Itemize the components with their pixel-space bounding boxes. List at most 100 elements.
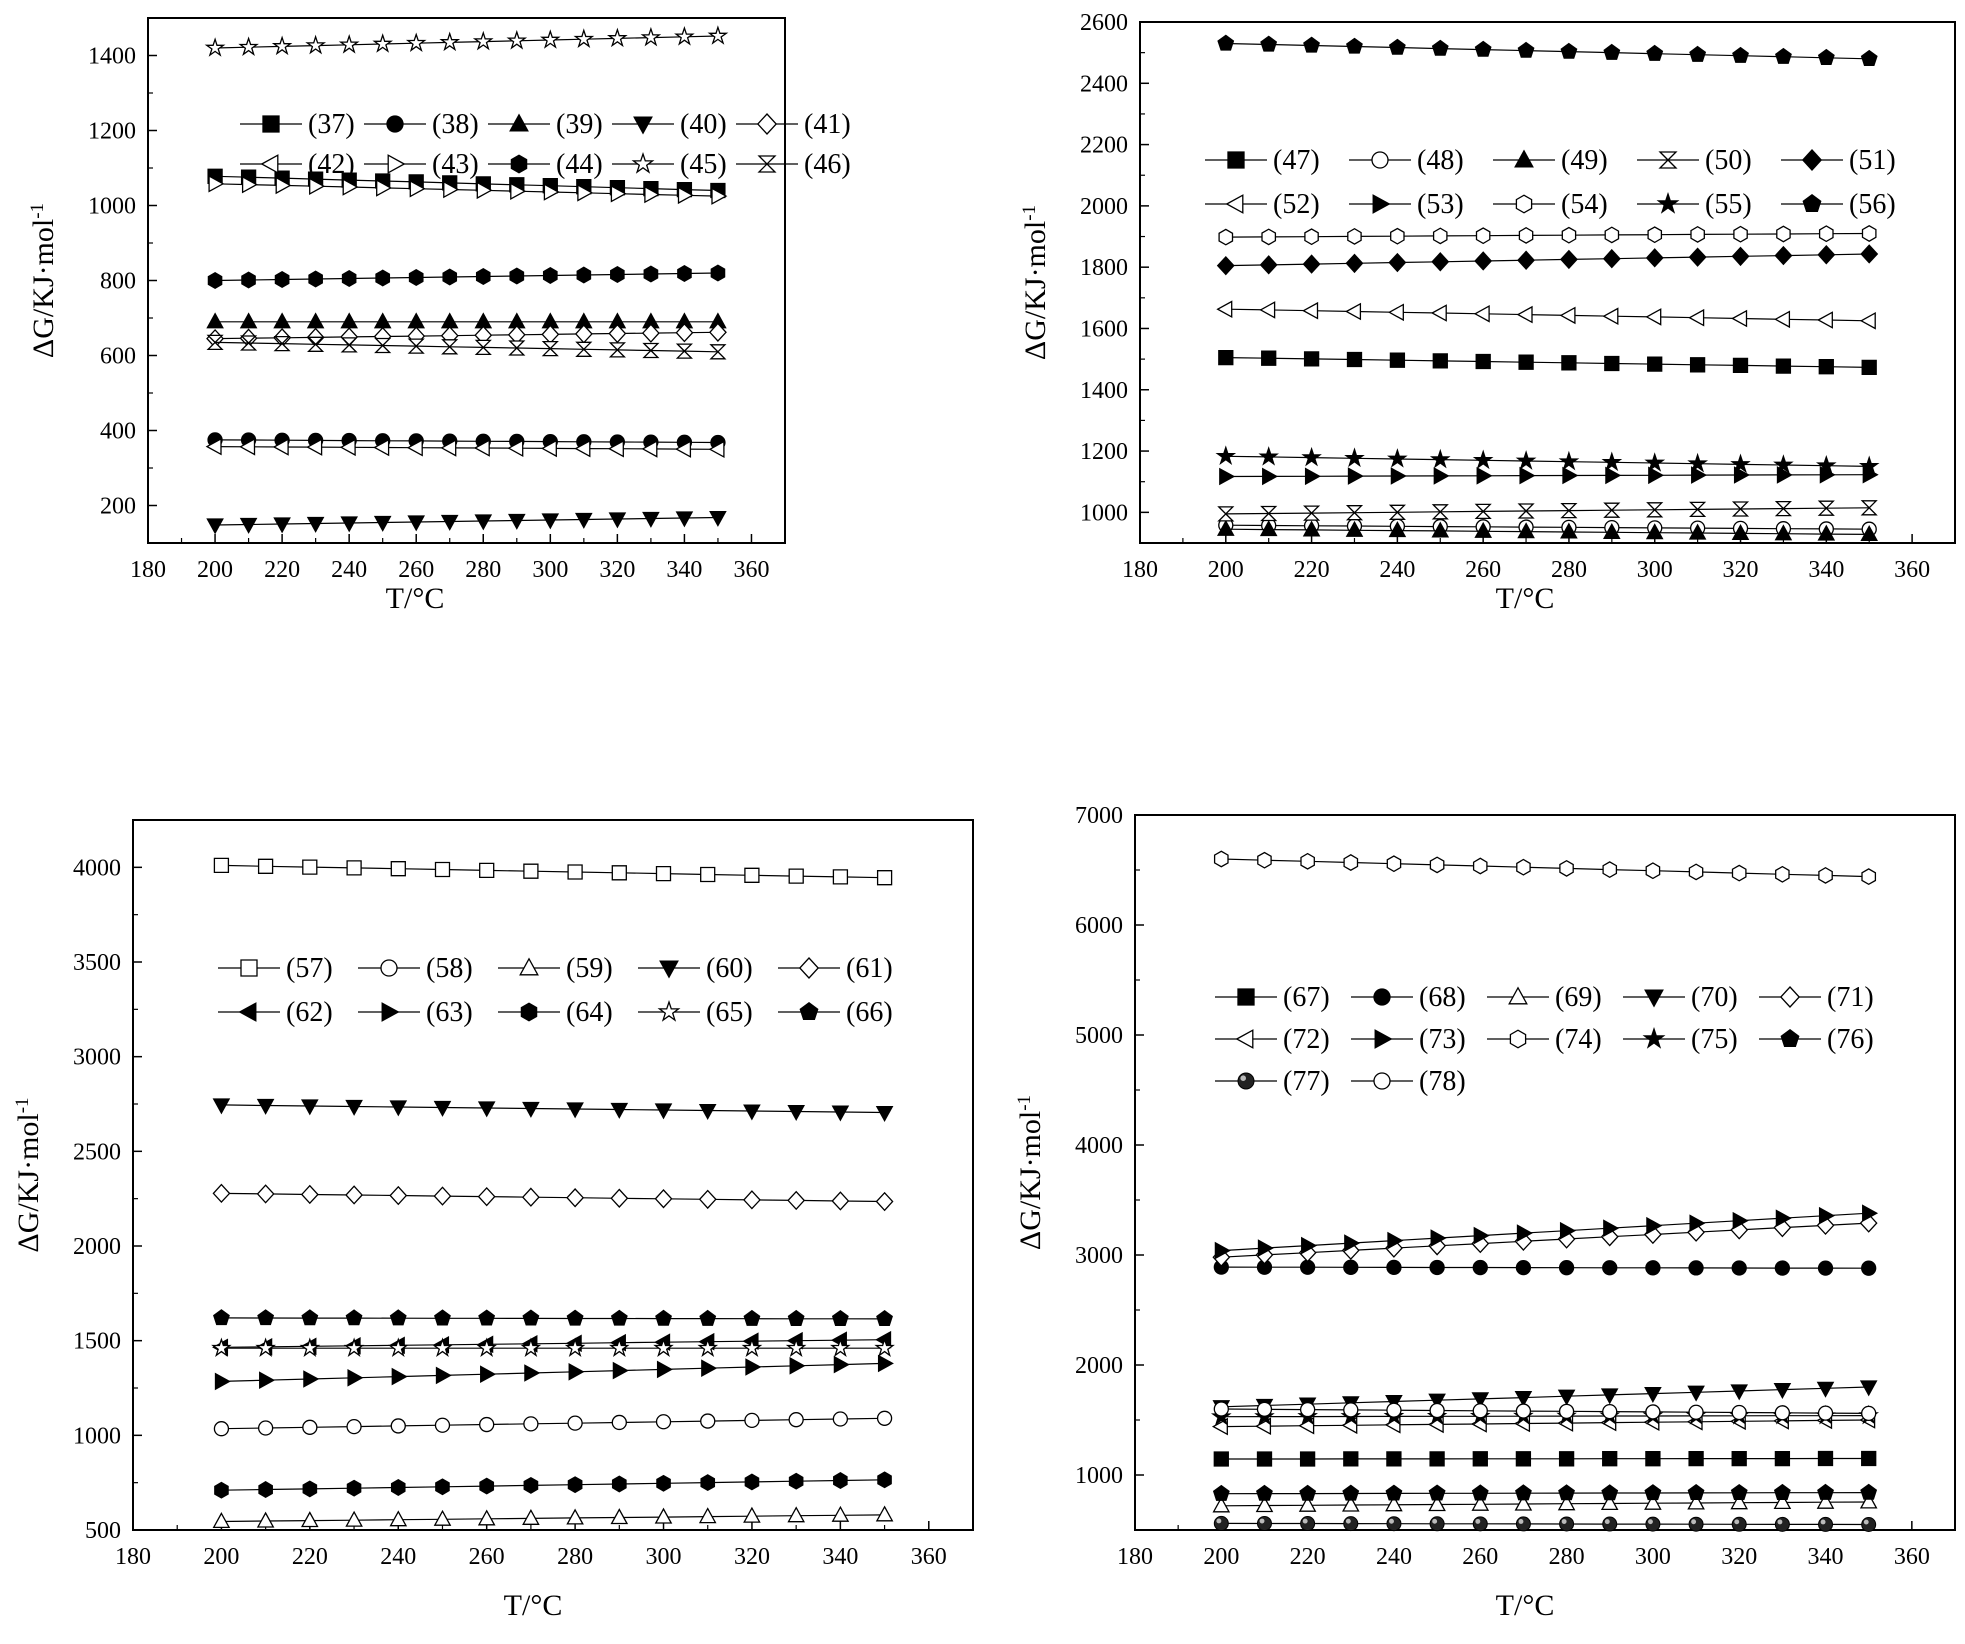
data-point xyxy=(1471,1392,1490,1409)
y-tick-label: 2000 xyxy=(1075,1353,1123,1379)
data-point xyxy=(390,1479,406,1496)
data-point xyxy=(1817,245,1836,265)
data-point xyxy=(574,439,591,458)
data-point xyxy=(675,511,694,528)
series-60 xyxy=(212,1098,894,1122)
data-point xyxy=(1774,245,1793,266)
series-line xyxy=(221,1417,885,1430)
y-tick-label: 2600 xyxy=(1080,10,1128,36)
data-point xyxy=(641,323,660,343)
data-point xyxy=(214,1481,229,1499)
data-point xyxy=(1299,1259,1316,1275)
data-point xyxy=(1815,454,1837,475)
data-point xyxy=(440,439,457,457)
data-point xyxy=(610,266,625,283)
legend-label: (57) xyxy=(286,953,333,984)
data-point xyxy=(211,1337,232,1357)
data-point xyxy=(1345,302,1362,321)
data-point xyxy=(440,514,459,531)
data-point xyxy=(1775,47,1792,64)
plot-frame xyxy=(132,819,974,1531)
series-line xyxy=(1221,1522,1869,1526)
legend-label: (41) xyxy=(804,109,851,140)
data-point xyxy=(1386,855,1402,873)
data-point xyxy=(256,1184,275,1204)
series-line xyxy=(215,175,718,192)
data-point xyxy=(700,866,716,883)
series-line xyxy=(1225,232,1870,238)
data-point xyxy=(1432,227,1448,245)
data-point xyxy=(1303,351,1320,367)
data-point xyxy=(1216,255,1235,276)
data-point xyxy=(743,1506,761,1523)
x-tick-label: 260 xyxy=(1465,557,1501,583)
y-tick-label: 3000 xyxy=(73,1045,121,1071)
data-point xyxy=(524,1364,541,1382)
data-point xyxy=(788,1472,804,1490)
legend-marker xyxy=(387,154,406,174)
data-point xyxy=(301,1309,319,1326)
data-point xyxy=(1515,1259,1532,1276)
data-point xyxy=(478,1309,496,1326)
data-point xyxy=(1644,452,1666,472)
y-tick-label: 600 xyxy=(100,344,136,370)
legend-label: (70) xyxy=(1691,982,1738,1013)
data-point xyxy=(434,1309,451,1326)
series-line xyxy=(215,446,718,450)
data-point xyxy=(275,176,292,195)
data-point xyxy=(477,1186,496,1207)
data-point xyxy=(877,1471,892,1489)
y-tick-label: 1000 xyxy=(1075,1463,1123,1489)
legend-marker xyxy=(1237,1072,1255,1090)
data-point xyxy=(1558,1403,1575,1419)
x-tick-label: 240 xyxy=(1379,557,1415,583)
data-point xyxy=(1518,354,1534,370)
series-68 xyxy=(1213,1259,1877,1276)
data-point xyxy=(1731,864,1747,882)
data-point xyxy=(1428,1495,1446,1512)
data-point xyxy=(1689,45,1707,62)
data-point xyxy=(1344,447,1365,468)
legend-label: (48) xyxy=(1417,145,1464,176)
data-point xyxy=(1385,1495,1403,1512)
data-point xyxy=(1773,1383,1792,1400)
series-53 xyxy=(1219,465,1879,486)
data-point xyxy=(577,184,594,202)
data-point xyxy=(435,1478,450,1496)
data-point xyxy=(1732,357,1749,374)
data-point xyxy=(1562,466,1579,485)
data-point xyxy=(1346,37,1363,54)
data-point xyxy=(833,1472,848,1489)
data-point xyxy=(523,1476,539,1494)
data-point xyxy=(206,518,224,535)
data-point xyxy=(407,515,425,532)
data-point xyxy=(1390,467,1407,485)
data-point xyxy=(610,1102,629,1119)
data-point xyxy=(1261,228,1277,246)
x-tick-label: 280 xyxy=(1551,557,1587,583)
series-line xyxy=(1225,507,1870,515)
data-point xyxy=(1517,41,1535,58)
data-point xyxy=(655,1309,672,1326)
data-point xyxy=(302,1419,318,1435)
data-point xyxy=(1818,866,1833,884)
data-point xyxy=(1600,1494,1619,1511)
data-point xyxy=(509,267,525,285)
y-tick-label: 3000 xyxy=(1075,1243,1123,1269)
data-point xyxy=(213,1421,230,1437)
series-59 xyxy=(212,1505,894,1529)
data-point xyxy=(1471,1494,1490,1511)
data-point xyxy=(376,179,393,197)
data-point xyxy=(1860,1483,1878,1500)
data-point xyxy=(475,268,491,285)
series-43 xyxy=(208,175,728,205)
data-point xyxy=(1559,859,1574,877)
legend-marker xyxy=(238,1002,257,1022)
data-point xyxy=(709,510,727,527)
data-point xyxy=(698,1507,717,1524)
data-point xyxy=(698,1189,717,1210)
legend-label: (62) xyxy=(286,997,333,1028)
data-point xyxy=(305,34,327,55)
series-line xyxy=(221,1514,885,1523)
data-point xyxy=(1559,1221,1576,1240)
